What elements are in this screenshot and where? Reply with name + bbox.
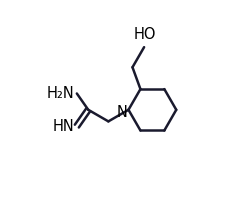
Text: HN: HN: [53, 118, 74, 134]
Text: HO: HO: [133, 27, 156, 42]
Text: N: N: [116, 105, 127, 119]
Text: H₂N: H₂N: [47, 86, 74, 101]
